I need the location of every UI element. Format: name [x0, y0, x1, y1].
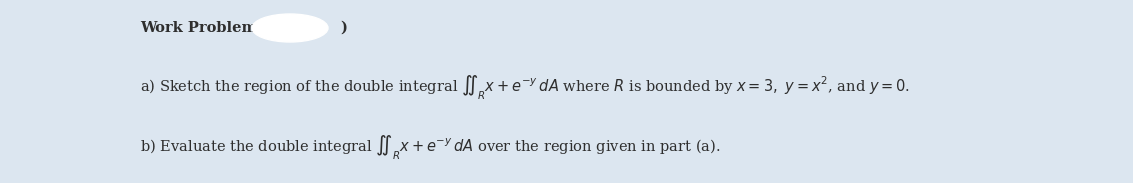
Text: a) Sketch the region of the double integral $\iint_{R} x + e^{-y}\, dA$ where $R: a) Sketch the region of the double integ…: [140, 74, 910, 102]
Text: b) Evaluate the double integral $\iint_{R} x + e^{-y}\, dA$ over the region give: b) Evaluate the double integral $\iint_{…: [140, 134, 721, 162]
Text: ): ): [340, 21, 347, 35]
Ellipse shape: [252, 14, 327, 42]
Text: Work Problem 2 (: Work Problem 2 (: [140, 21, 284, 35]
